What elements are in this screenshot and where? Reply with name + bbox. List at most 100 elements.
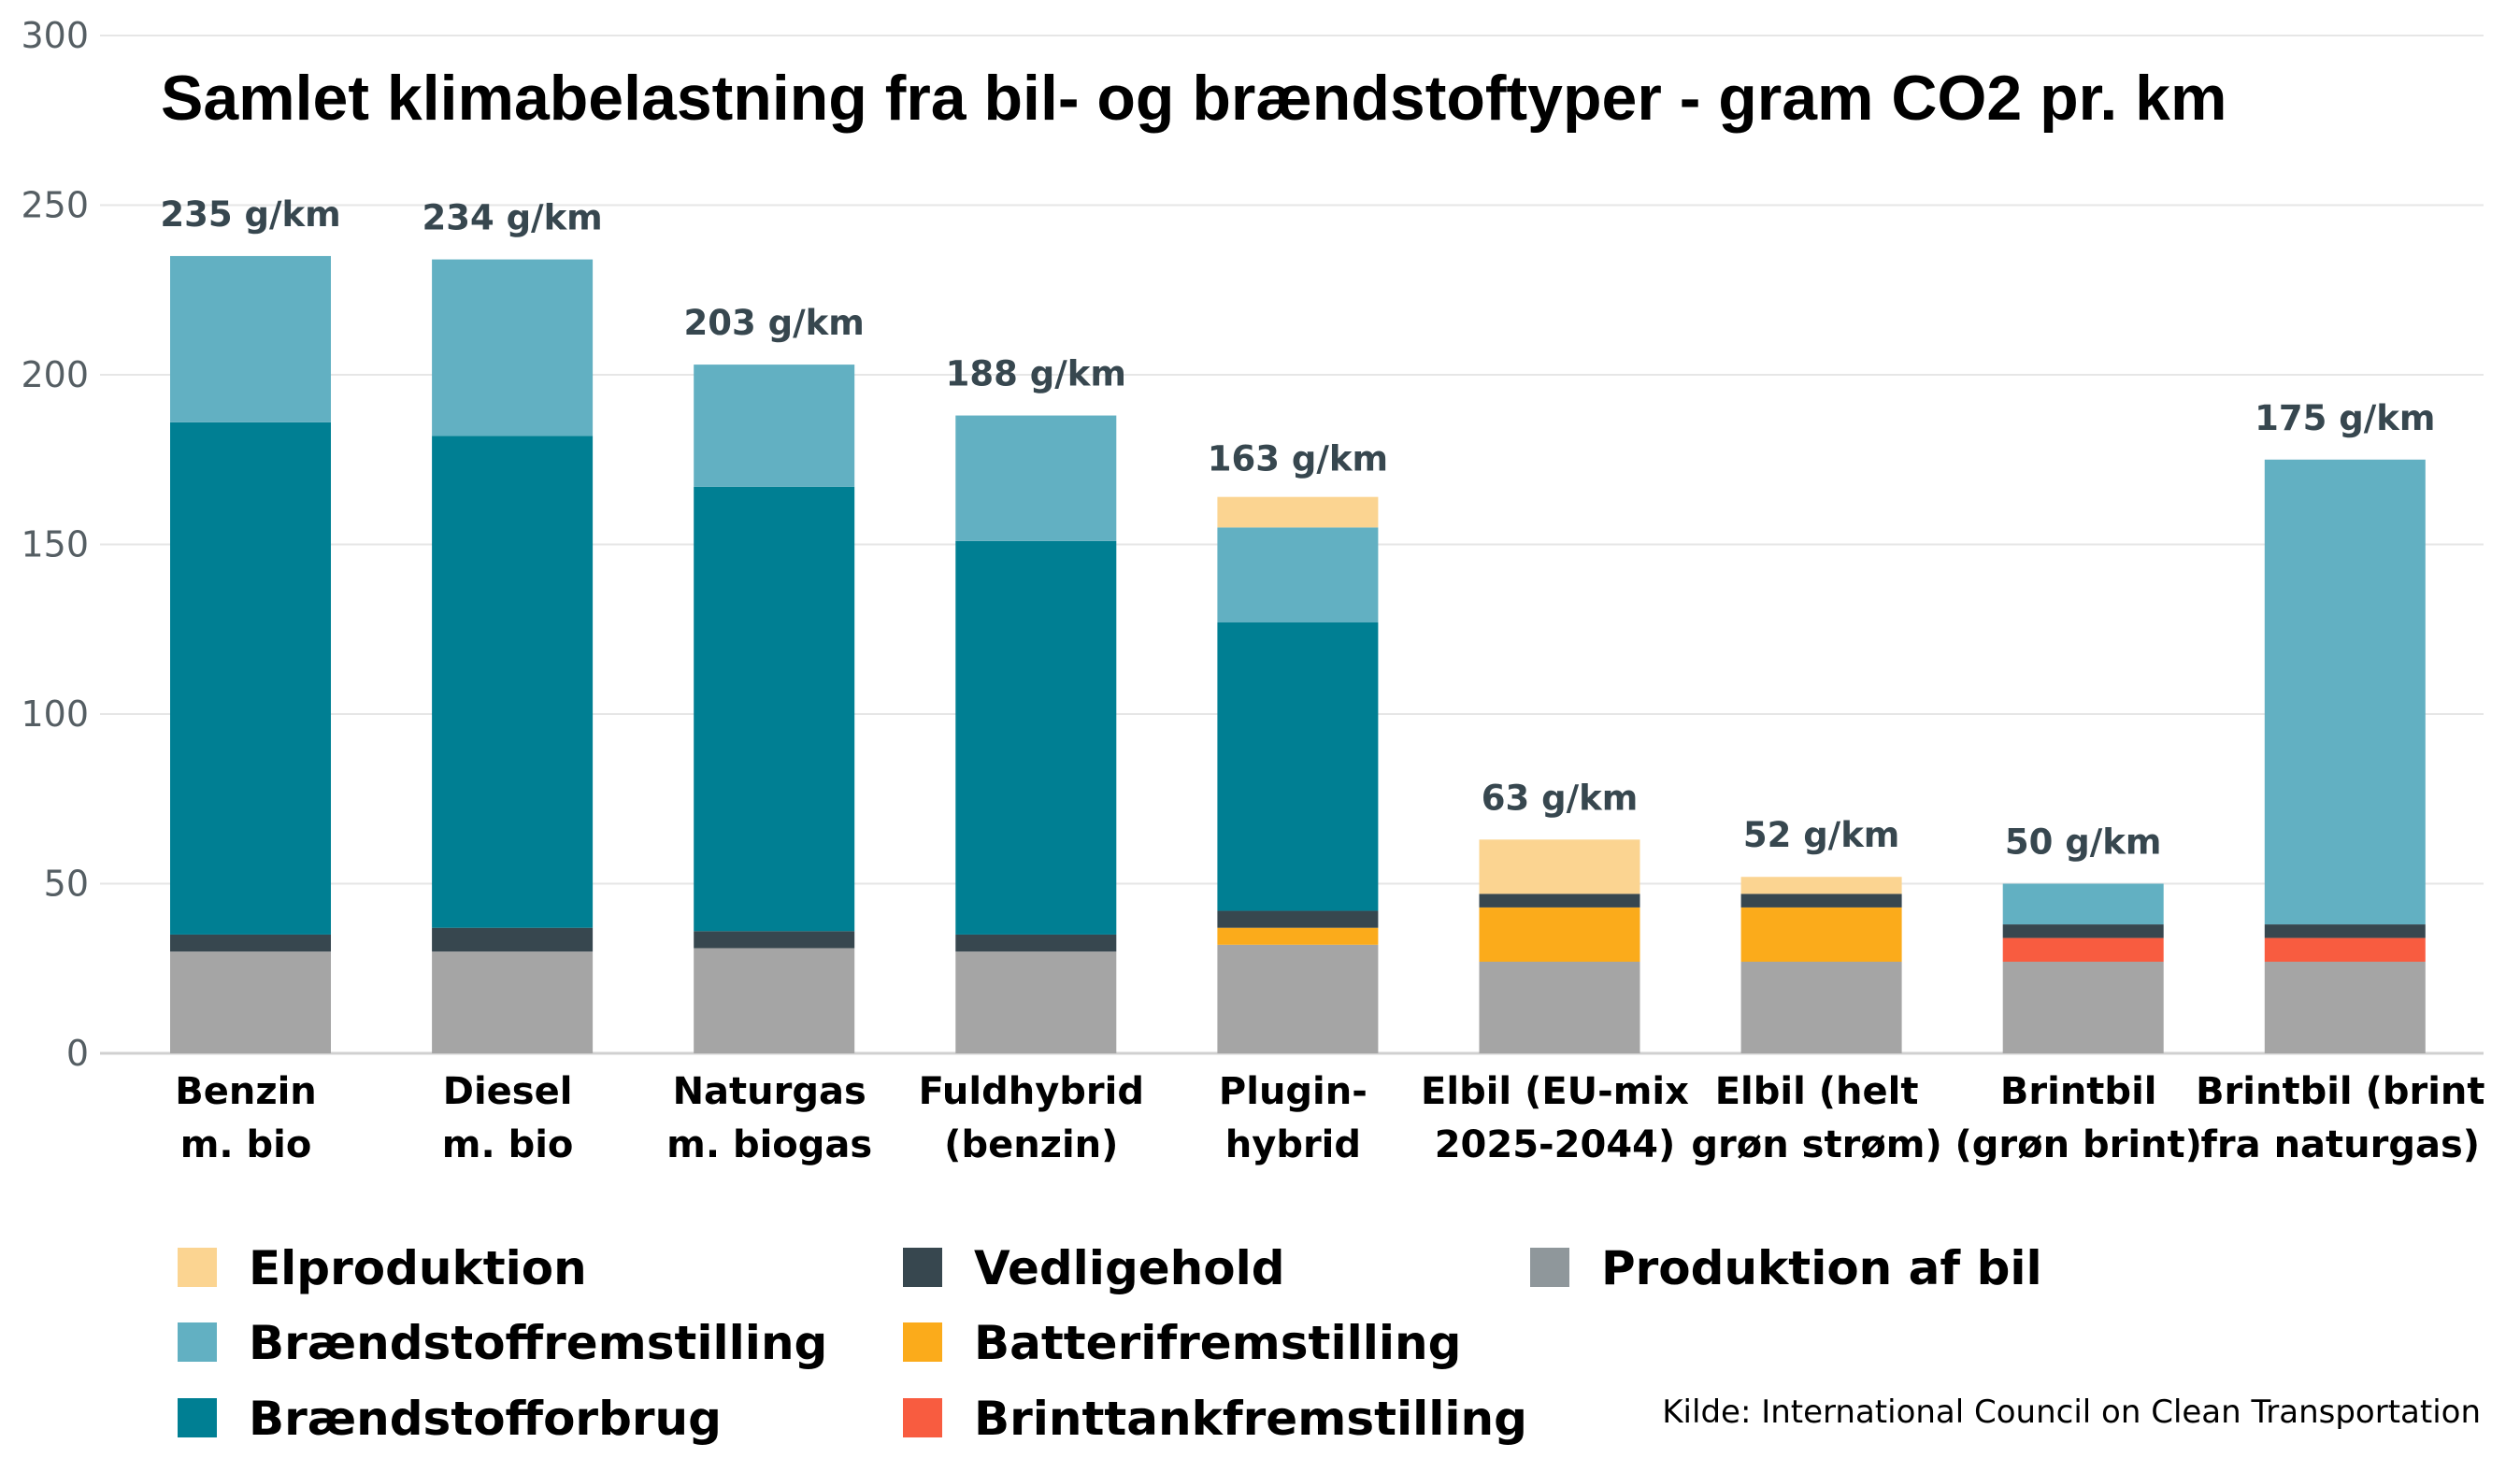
bar-segment xyxy=(2002,924,2164,938)
bar-segment xyxy=(1740,907,1902,962)
bars xyxy=(170,255,2426,1053)
total-label: 234 g/km xyxy=(422,198,602,238)
y-tick-label: 250 xyxy=(21,185,89,226)
legend-item: Vedligehold xyxy=(903,1241,1285,1295)
bar-segment xyxy=(1740,893,1902,908)
bar-stack xyxy=(2264,459,2426,1053)
legend-item: Brinttankfremstilling xyxy=(903,1392,1527,1446)
category-label: Naturgas xyxy=(673,1070,866,1113)
category-labels: Benzin m. bio Diesel m. bio Naturgas m. bioga… xyxy=(175,1070,2484,1166)
bar-segment xyxy=(170,255,331,422)
category-label: Brintbil (brint xyxy=(2196,1070,2484,1113)
bar-segment xyxy=(170,951,331,1053)
legend-item: Brændstoffremstilling xyxy=(178,1316,827,1370)
bar-segment xyxy=(432,927,594,952)
category-label: hybrid xyxy=(1225,1123,1361,1166)
bar-segment xyxy=(2264,459,2426,925)
bar-segment xyxy=(1217,927,1379,945)
bar-segment xyxy=(432,951,594,1053)
bar-segment xyxy=(694,364,855,487)
bar-stack xyxy=(170,255,331,1053)
bar-segment xyxy=(2264,961,2426,1053)
category-label: m. bio xyxy=(180,1123,312,1166)
y-tick-label: 200 xyxy=(21,354,89,395)
source-note: Kilde: International Council on Clean Tr… xyxy=(1662,1394,2481,1431)
bar-segment xyxy=(2002,961,2164,1053)
bar-segment xyxy=(1740,877,1902,894)
bar-segment xyxy=(955,415,1117,541)
bar-segment xyxy=(170,422,331,935)
bar-segment xyxy=(432,259,594,436)
bar-segment xyxy=(694,931,855,949)
legend-label: Batterifremstilling xyxy=(974,1316,1461,1370)
bar-segment xyxy=(2002,883,2164,925)
bar-segment xyxy=(1217,527,1379,622)
bar-segment xyxy=(955,934,1117,952)
bar-segment xyxy=(1740,961,1902,1053)
category-label: fra naturgas) xyxy=(2201,1123,2481,1166)
legend-label: Vedligehold xyxy=(974,1241,1285,1295)
legend-label: Brændstoffremstilling xyxy=(249,1316,827,1370)
bar-segment xyxy=(694,486,855,932)
bar-segment xyxy=(1479,907,1640,962)
chart-title: Samlet klimabelastning fra bil- og brænd… xyxy=(161,63,2226,134)
legend-label: Brinttankfremstilling xyxy=(974,1392,1527,1446)
bar-segment xyxy=(170,934,331,952)
bar-segment xyxy=(955,540,1117,935)
bar-segment xyxy=(2264,937,2426,962)
bar-segment xyxy=(1479,893,1640,908)
legend-swatch xyxy=(1530,1248,1569,1287)
total-labels: 235 g/km 234 g/km 203 g/km 188 g/km 163 g/km… xyxy=(160,194,2435,863)
category-label: Plugin- xyxy=(1219,1070,1367,1113)
category-label: Fuldhybrid xyxy=(919,1070,1144,1113)
total-label: 50 g/km xyxy=(2005,822,2162,863)
total-label: 175 g/km xyxy=(2255,398,2435,438)
y-tick-label: 0 xyxy=(66,1033,89,1074)
bar-segment xyxy=(1217,910,1379,928)
bar-stack xyxy=(432,259,594,1053)
total-label: 203 g/km xyxy=(684,303,865,343)
y-tick-label: 50 xyxy=(44,864,89,905)
bar-segment xyxy=(955,951,1117,1053)
y-tick-label: 300 xyxy=(21,15,89,56)
category-label: (grøn brint) xyxy=(1954,1123,2201,1166)
legend-swatch xyxy=(178,1322,217,1362)
y-tick-label: 100 xyxy=(21,693,89,735)
total-label: 235 g/km xyxy=(160,194,340,235)
legend-item: Brændstofforbrug xyxy=(178,1392,722,1446)
bar-segment xyxy=(2264,924,2426,938)
legend-label: Produktion af bil xyxy=(1601,1241,2042,1295)
category-label: (benzin) xyxy=(944,1123,1118,1166)
legend-label: Brændstofforbrug xyxy=(249,1392,722,1446)
bar-segment xyxy=(1217,944,1379,1053)
legend-label: Elproduktion xyxy=(249,1241,587,1295)
legend-swatch xyxy=(178,1398,217,1437)
legend-swatch xyxy=(903,1322,942,1362)
bar-segment xyxy=(2002,937,2164,962)
legend-item: Elproduktion xyxy=(178,1241,587,1295)
bar-segment xyxy=(1217,496,1379,528)
category-label: Benzin xyxy=(175,1070,317,1113)
legend-item: Batterifremstilling xyxy=(903,1316,1461,1370)
category-label: Diesel xyxy=(443,1070,573,1113)
category-label: Elbil (EU-mix xyxy=(1421,1070,1689,1113)
bar-stack xyxy=(1740,877,1902,1053)
total-label: 188 g/km xyxy=(946,354,1126,394)
bar-segment xyxy=(1479,961,1640,1053)
y-tick-label: 150 xyxy=(21,524,89,565)
category-label: 2025-2044) xyxy=(1435,1123,1676,1166)
legend-item: Produktion af bil xyxy=(1530,1241,2042,1295)
bar-segment xyxy=(694,948,855,1053)
bar-stack xyxy=(955,415,1117,1053)
category-label: m. bio xyxy=(442,1123,574,1166)
y-axis-ticks: 0 50 100 150 200 250 300 xyxy=(21,15,89,1074)
category-label: grøn strøm) xyxy=(1691,1123,1941,1166)
bar-stack xyxy=(694,364,855,1053)
category-label: m. biogas xyxy=(666,1123,872,1166)
total-label: 163 g/km xyxy=(1208,438,1388,479)
bar-stack xyxy=(1217,496,1379,1053)
legend: Elproduktion Brændstoffremstilling Brændst… xyxy=(178,1241,2042,1446)
bar-segment xyxy=(432,436,594,928)
bar-stack xyxy=(2002,883,2164,1053)
